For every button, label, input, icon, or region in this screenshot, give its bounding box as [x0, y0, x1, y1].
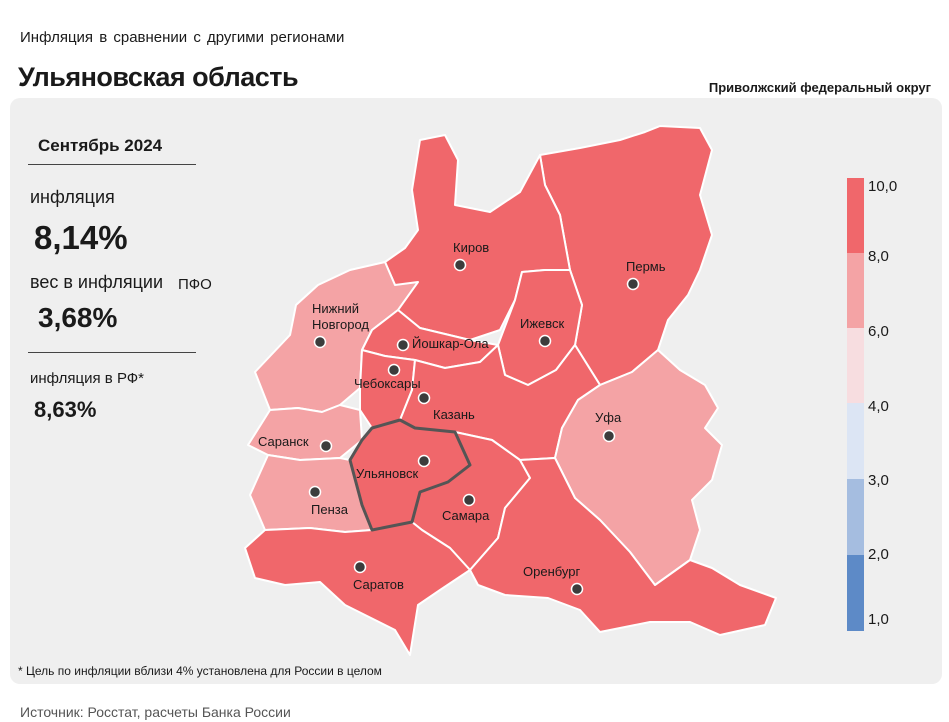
- district-label: Приволжский федеральный округ: [708, 80, 931, 95]
- city-marker[interactable]: [313, 335, 327, 349]
- inflation-value: 8,14%: [34, 219, 128, 256]
- scale-band: [847, 403, 864, 479]
- page-title: Ульяновская область: [18, 62, 299, 92]
- city-marker[interactable]: [602, 429, 616, 443]
- scale-tick: 8,0: [868, 248, 889, 265]
- city-marker[interactable]: [308, 485, 322, 499]
- scale-tick: 4,0: [868, 398, 889, 415]
- footnote: * Цель по инфляции вблизи 4% установлена…: [18, 664, 382, 678]
- scale-band: [847, 479, 864, 555]
- city-label: Пенза: [311, 502, 349, 517]
- city-marker[interactable]: [417, 391, 431, 405]
- city-label: Чебоксары: [354, 376, 421, 391]
- page-subtitle: Инфляция в сравнении с другими регионами: [20, 29, 345, 46]
- weight-value: 3,68%: [38, 302, 118, 333]
- city-label: Ульяновск: [356, 466, 418, 481]
- city-marker[interactable]: [462, 493, 476, 507]
- city-marker[interactable]: [353, 560, 367, 574]
- scale-tick: 10,0: [868, 178, 898, 195]
- divider: [28, 164, 196, 165]
- region-saransk[interactable]: [247, 404, 363, 461]
- city-label: Оренбург: [523, 564, 580, 579]
- scale-band: [847, 253, 864, 328]
- source-note: Источник: Росстат, расчеты Банка России: [20, 704, 291, 720]
- city-label: Киров: [453, 240, 489, 255]
- region-orenburg[interactable]: [469, 457, 777, 636]
- city-label: Саратов: [353, 577, 404, 592]
- weight-suffix: ПФО: [178, 276, 212, 293]
- scale-band: [847, 178, 864, 253]
- rf-inflation-value: 8,63%: [34, 397, 97, 422]
- city-label: Нижний Новгород: [312, 301, 369, 332]
- city-label-line: Новгород: [312, 317, 369, 332]
- city-marker[interactable]: [453, 258, 467, 272]
- city-label: Ижевск: [520, 316, 565, 331]
- scale-band: [847, 328, 864, 403]
- scale-tick: 2,0: [868, 546, 889, 563]
- city-marker[interactable]: [319, 439, 333, 453]
- color-scale: [847, 178, 864, 631]
- scale-tick: 6,0: [868, 323, 889, 340]
- inflation-label: инфляция: [30, 187, 115, 207]
- city-marker[interactable]: [570, 582, 584, 596]
- month-label: Сентябрь 2024: [38, 136, 163, 155]
- city-marker[interactable]: [626, 277, 640, 291]
- rf-inflation-label: инфляция в РФ*: [30, 370, 145, 387]
- city-label-line: Нижний: [312, 301, 359, 316]
- city-marker[interactable]: [538, 334, 552, 348]
- city-label: Саранск: [258, 434, 309, 449]
- city-label: Йошкар-Ола: [412, 336, 489, 351]
- scale-tick: 1,0: [868, 611, 889, 628]
- weight-label: вес в инфляции: [30, 272, 164, 292]
- city-label: Самара: [442, 508, 490, 523]
- region-saratov[interactable]: [244, 521, 471, 656]
- highlight-outline: [348, 418, 472, 532]
- divider: [28, 352, 196, 353]
- city-marker[interactable]: [396, 338, 410, 352]
- scale-band: [847, 555, 864, 631]
- city-marker[interactable]: [417, 454, 431, 468]
- city-label: Уфа: [595, 410, 622, 425]
- city-label: Пермь: [626, 259, 666, 274]
- city-marker[interactable]: [387, 363, 401, 377]
- city-label: Казань: [433, 407, 475, 422]
- scale-tick: 3,0: [868, 472, 889, 489]
